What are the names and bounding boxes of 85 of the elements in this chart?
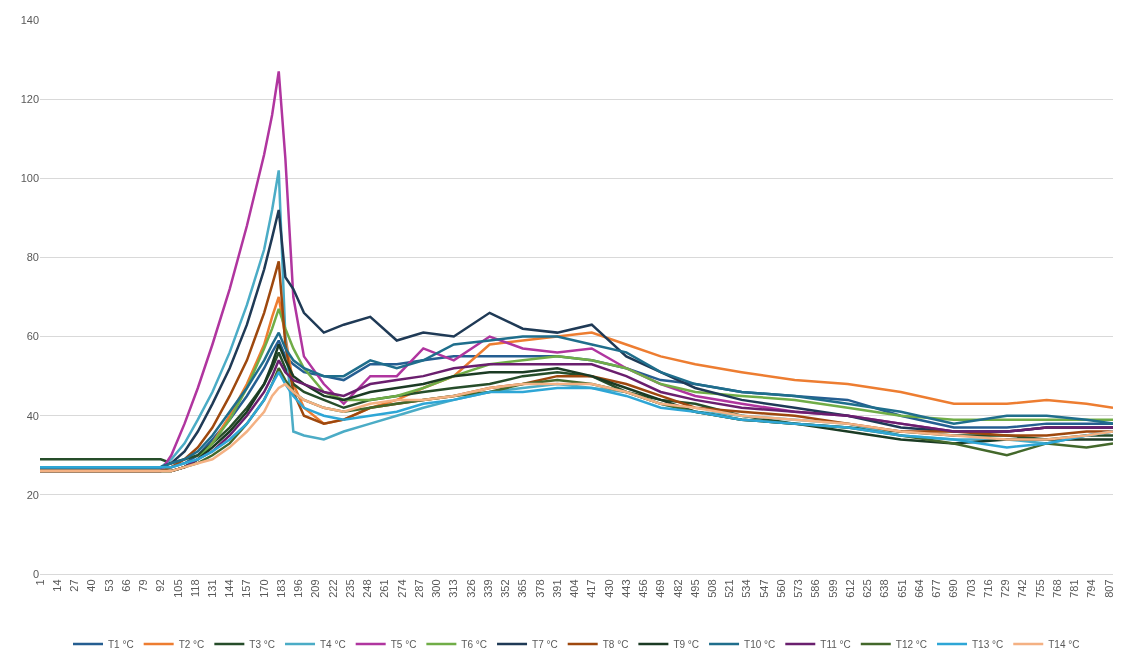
x-tick-label: 768 (1050, 579, 1063, 598)
legend-label: T14 °C (1048, 638, 1080, 650)
x-tick-label: 274 (395, 579, 408, 598)
x-tick-label: 1 (33, 579, 46, 586)
x-tick-label: 92 (154, 579, 167, 592)
x-tick-label: 508 (706, 579, 719, 598)
x-tick-label: 677 (930, 579, 943, 598)
x-tick-label: 378 (533, 579, 546, 598)
y-tick-label: 20 (26, 488, 39, 501)
x-tick-label: 66 (119, 579, 132, 592)
x-tick-label: 560 (774, 579, 787, 598)
x-tick-label: 183 (274, 579, 287, 598)
x-tick-label: 144 (223, 579, 236, 598)
legend-label: T7 °C (532, 638, 558, 650)
y-tick-label: 120 (20, 92, 39, 105)
x-tick-label: 729 (999, 579, 1012, 598)
x-tick-label: 534 (740, 579, 753, 598)
x-tick-label: 599 (826, 579, 839, 598)
x-tick-label: 287 (412, 579, 425, 598)
y-tick-label: 80 (26, 251, 39, 264)
x-tick-label: 118 (188, 579, 201, 597)
x-tick-label: 131 (205, 579, 218, 598)
legend-label: T6 °C (461, 638, 488, 650)
x-tick-label: 14 (50, 579, 63, 592)
legend-label: T13 °C (972, 638, 1004, 650)
x-tick-label: 443 (619, 579, 632, 598)
x-tick-label: 755 (1033, 579, 1046, 598)
legend-label: T12 °C (895, 638, 928, 650)
x-tick-label: 365 (516, 579, 529, 598)
legend-label: T5 °C (390, 638, 417, 650)
x-tick-label: 209 (309, 579, 322, 598)
x-tick-label: 222 (326, 579, 339, 598)
x-tick-label: 469 (654, 579, 667, 598)
x-tick-label: 170 (257, 579, 270, 598)
x-tick-label: 430 (602, 579, 615, 598)
x-tick-label: 794 (1085, 579, 1098, 598)
legend-label: T8 °C (602, 638, 629, 650)
x-tick-label: 625 (861, 579, 874, 598)
x-tick-label: 391 (550, 579, 563, 598)
x-tick-label: 105 (171, 579, 184, 598)
x-tick-label: 664 (912, 579, 925, 598)
legend-label: T2 °C (178, 638, 205, 650)
x-tick-label: 495 (688, 579, 701, 598)
y-tick-label: 40 (26, 409, 39, 422)
x-tick-label: 79 (137, 579, 150, 592)
x-tick-label: 716 (981, 579, 994, 598)
x-tick-label: 352 (499, 579, 512, 598)
legend-label: T10 °C (744, 638, 776, 650)
x-tick-label: 482 (671, 579, 684, 598)
x-tick-label: 547 (757, 579, 770, 598)
x-tick-label: 651 (895, 579, 908, 598)
x-tick-label: 456 (637, 579, 650, 598)
x-tick-label: 300 (430, 579, 443, 598)
x-tick-label: 638 (878, 579, 891, 598)
y-tick-label: 100 (20, 172, 39, 185)
x-tick-label: 326 (464, 579, 477, 598)
x-tick-label: 157 (240, 579, 253, 598)
x-tick-label: 573 (792, 579, 805, 598)
legend-label: T9 °C (673, 638, 700, 650)
y-tick-label: 60 (26, 330, 39, 343)
x-tick-label: 417 (585, 579, 598, 598)
x-tick-label: 742 (1016, 579, 1029, 598)
x-tick-label: 235 (343, 579, 356, 598)
x-tick-label: 248 (361, 579, 374, 598)
x-tick-label: 261 (378, 579, 391, 598)
y-tick-label: 0 (32, 567, 39, 580)
x-tick-label: 53 (102, 579, 115, 592)
legend-label: T11 °C (820, 638, 851, 650)
x-tick-label: 781 (1068, 579, 1081, 598)
x-tick-label: 404 (568, 579, 581, 598)
legend-label: T3 °C (249, 638, 276, 650)
legend-label: T1 °C (108, 638, 134, 650)
x-tick-label: 807 (1102, 579, 1115, 598)
x-tick-label: 612 (843, 579, 856, 598)
x-tick-label: 40 (85, 579, 98, 592)
x-tick-label: 196 (292, 579, 305, 598)
x-tick-label: 521 (723, 579, 736, 598)
x-tick-label: 339 (481, 579, 494, 598)
y-tick-label: 140 (20, 13, 39, 26)
x-tick-label: 703 (964, 579, 977, 598)
x-tick-label: 690 (947, 579, 960, 598)
legend-label: T4 °C (320, 638, 346, 650)
x-tick-label: 586 (809, 579, 822, 598)
x-tick-label: 313 (447, 579, 460, 598)
x-tick-label: 27 (68, 579, 81, 592)
